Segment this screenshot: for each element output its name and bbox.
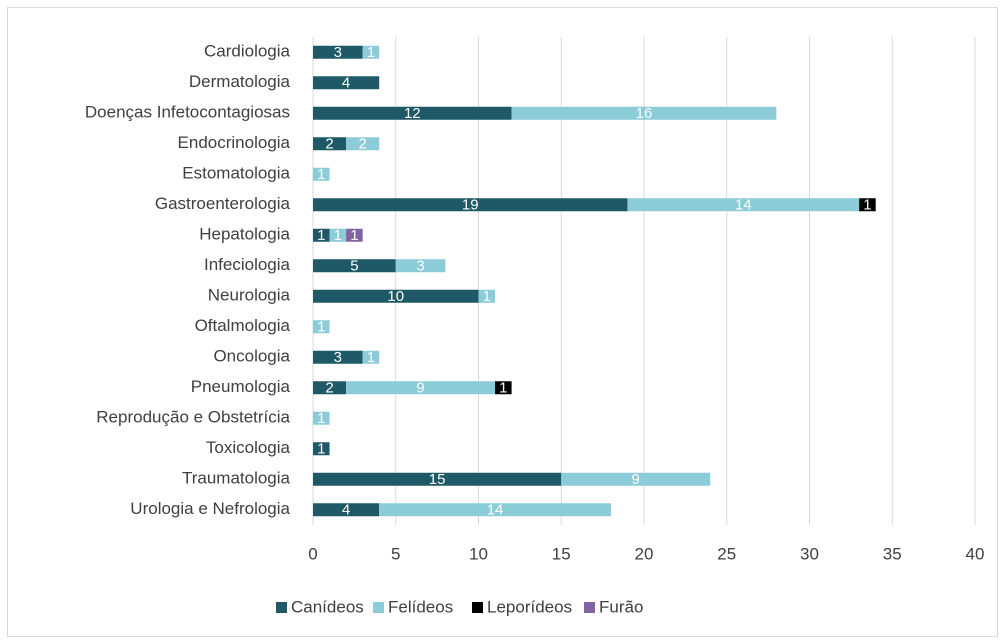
- bar-segment: [313, 289, 479, 303]
- bar-segment: [313, 442, 330, 456]
- bar-segment: [395, 259, 446, 273]
- x-tick-label: 25: [717, 544, 736, 563]
- y-tick-label: Pneumologia: [191, 377, 291, 396]
- data-label: 2: [325, 380, 333, 397]
- data-label: 3: [334, 349, 342, 366]
- data-label: 1: [367, 349, 375, 366]
- x-tick-label: 35: [883, 544, 902, 563]
- bar-segment: [313, 259, 396, 273]
- y-tick-label: Dermatologia: [189, 72, 291, 91]
- data-label: 12: [404, 105, 421, 122]
- bar-segment: [478, 289, 496, 303]
- data-label: 1: [317, 319, 325, 336]
- bar-segment: [313, 167, 330, 181]
- legend-swatch: [276, 602, 287, 613]
- y-tick-label: Endocrinologia: [178, 133, 291, 152]
- y-tick-label: Toxicologia: [206, 438, 291, 457]
- data-label: 2: [358, 136, 366, 153]
- x-tick-label: 20: [635, 544, 654, 563]
- y-tick-label: Hepatologia: [199, 225, 290, 244]
- bar-segment: [362, 350, 380, 364]
- y-tick-label: Gastroenterologia: [155, 194, 291, 213]
- legend-label: Felídeos: [388, 597, 453, 616]
- y-tick-label: Estomatologia: [182, 164, 290, 183]
- data-label: 16: [636, 105, 653, 122]
- data-label: 9: [416, 380, 424, 397]
- bar-segment: [313, 76, 380, 90]
- data-label: 1: [317, 410, 325, 427]
- y-tick-label: Urologia e Nefrologia: [130, 499, 290, 518]
- data-label: 14: [735, 197, 752, 214]
- bar-segment: [313, 503, 380, 517]
- bar-segment: [511, 106, 777, 120]
- data-label: 3: [416, 258, 424, 275]
- bar-segment: [859, 198, 876, 212]
- bar-segment: [346, 228, 363, 242]
- x-tick-label: 5: [391, 544, 400, 563]
- data-label: 2: [325, 136, 333, 153]
- x-tick-label: 30: [800, 544, 819, 563]
- bar-segment: [561, 472, 711, 486]
- x-tick-label: 10: [469, 544, 488, 563]
- bar-segment: [329, 228, 347, 242]
- bar-segment: [313, 350, 363, 364]
- legend-swatch: [584, 602, 595, 613]
- data-label: 19: [462, 197, 479, 214]
- y-tick-label: Traumatologia: [182, 469, 291, 488]
- bar-segment: [379, 503, 611, 517]
- bar-segment: [627, 198, 860, 212]
- bar-segment: [313, 411, 330, 425]
- bar-segment: [313, 320, 330, 334]
- bar-segment: [313, 137, 347, 151]
- legend-swatch: [472, 602, 483, 613]
- bar-segment: [313, 228, 330, 242]
- y-tick-label: Oftalmologia: [195, 316, 291, 335]
- data-label: 1: [350, 227, 358, 244]
- legend-label: Canídeos: [291, 597, 364, 616]
- data-label: 1: [483, 288, 491, 305]
- legend-label: Furão: [599, 597, 643, 616]
- data-label: 1: [317, 227, 325, 244]
- y-tick-label: Cardiologia: [204, 42, 291, 61]
- bar-segment: [362, 45, 380, 59]
- data-label: 4: [342, 75, 350, 92]
- bar-segment: [495, 381, 512, 395]
- y-tick-label: Neurologia: [208, 286, 291, 305]
- legend-label: Leporídeos: [487, 597, 572, 616]
- y-tick-label: Doenças Infetocontagiosas: [85, 103, 290, 122]
- data-label: 1: [334, 227, 342, 244]
- bar-segment: [313, 198, 628, 212]
- y-tick-label: Infeciologia: [204, 255, 291, 274]
- bar-segment: [346, 381, 496, 395]
- x-tick-label: 0: [308, 544, 317, 563]
- data-label: 1: [317, 166, 325, 183]
- data-label: 4: [342, 502, 350, 519]
- data-label: 14: [487, 502, 504, 519]
- data-label: 15: [429, 471, 446, 488]
- bar-segment: [313, 472, 562, 486]
- legend-swatch: [373, 602, 384, 613]
- y-tick-label: Oncologia: [213, 347, 290, 366]
- data-label: 3: [334, 44, 342, 61]
- x-tick-label: 15: [552, 544, 571, 563]
- bar-segment: [313, 45, 363, 59]
- data-label: 5: [350, 258, 358, 275]
- bar-segment: [313, 381, 347, 395]
- bar-segment: [313, 106, 512, 120]
- x-tick-label: 40: [966, 544, 985, 563]
- data-label: 1: [863, 197, 871, 214]
- data-label: 10: [387, 288, 404, 305]
- data-label: 1: [317, 441, 325, 458]
- bar-segment: [346, 137, 380, 151]
- y-tick-label: Reprodução e Obstetrícia: [96, 408, 290, 427]
- data-label: 1: [499, 380, 507, 397]
- data-label: 9: [632, 471, 640, 488]
- data-label: 1: [367, 44, 375, 61]
